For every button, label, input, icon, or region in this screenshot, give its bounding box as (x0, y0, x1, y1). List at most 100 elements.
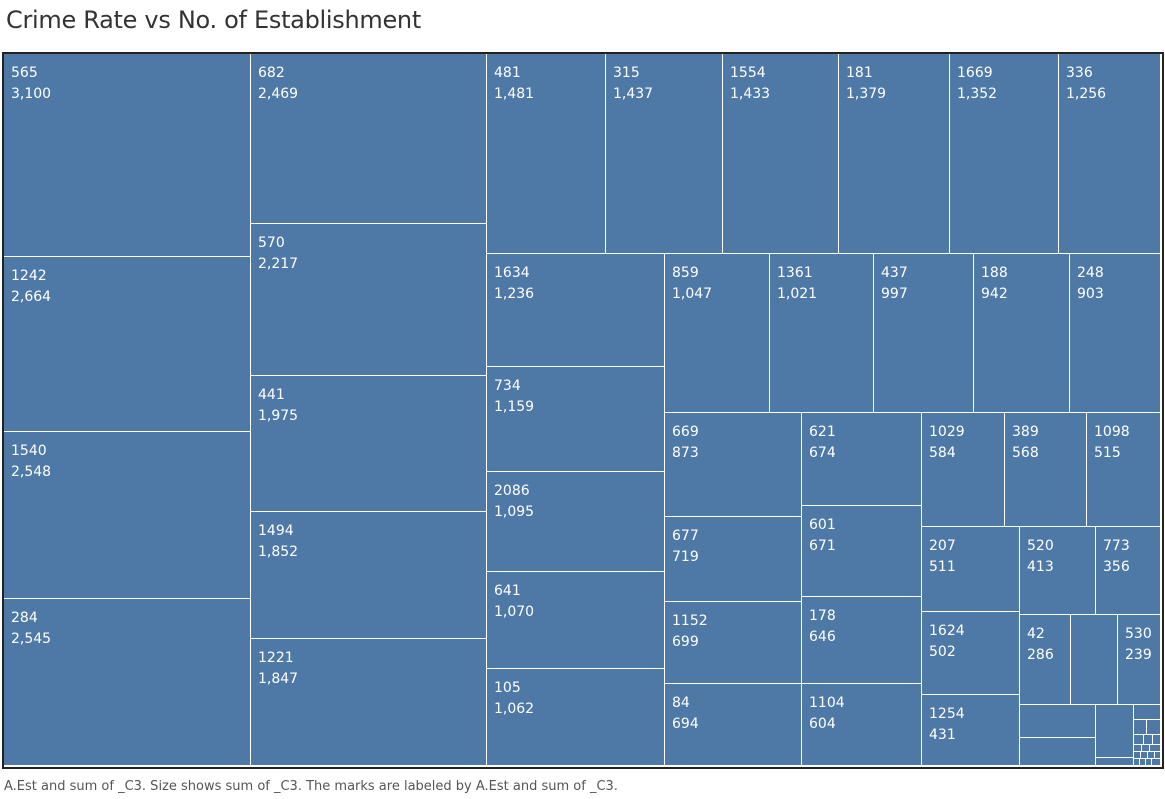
treemap-tile-1494[interactable]: 1494 1,852 (251, 512, 487, 639)
treemap-tile-1669[interactable]: 1669 1,352 (950, 54, 1059, 254)
tile-label: 1221 1,847 (258, 648, 298, 690)
treemap-tile-unlabeled[interactable] (1146, 759, 1152, 766)
tile-value-label: 1,095 (494, 504, 535, 520)
treemap-tile-unlabeled[interactable] (1096, 705, 1134, 758)
treemap-tile-unlabeled[interactable] (1155, 752, 1161, 759)
treemap-tile-1634[interactable]: 1634 1,236 (487, 254, 665, 367)
tile-label: 1669 1,352 (957, 63, 997, 105)
treemap-tile-188[interactable]: 188 942 (974, 254, 1070, 413)
treemap-tile-unlabeled[interactable] (1020, 705, 1096, 738)
treemap-tile-unlabeled[interactable] (1134, 745, 1142, 752)
treemap-tile-734[interactable]: 734 1,159 (487, 367, 665, 472)
treemap-tile-315[interactable]: 315 1,437 (606, 54, 723, 254)
treemap-tile-181[interactable]: 181 1,379 (839, 54, 950, 254)
tile-label: 105 1,062 (494, 678, 534, 720)
tile-est-label: 530 (1125, 626, 1152, 642)
treemap-tile-unlabeled[interactable] (1134, 735, 1144, 745)
treemap-tile-unlabeled[interactable] (1141, 752, 1148, 759)
tile-est-label: 1221 (258, 650, 294, 666)
treemap-tile-unlabeled[interactable] (1134, 752, 1141, 759)
treemap-tile-1221[interactable]: 1221 1,847 (251, 639, 487, 766)
tile-value-label: 719 (672, 549, 699, 565)
treemap-tile-1152[interactable]: 1152 699 (665, 602, 802, 684)
treemap-tile-773[interactable]: 773 356 (1096, 527, 1161, 615)
treemap-tile-682[interactable]: 682 2,469 (251, 54, 487, 224)
tile-est-label: 441 (258, 387, 285, 403)
tile-value-label: 2,664 (11, 289, 52, 305)
tile-est-label: 734 (494, 378, 521, 394)
treemap-tile-84[interactable]: 84 694 (665, 684, 802, 766)
treemap-tile-1242[interactable]: 1242 2,664 (4, 257, 251, 432)
treemap-tile-unlabeled[interactable] (1148, 752, 1155, 759)
tile-label: 1152 699 (672, 611, 708, 653)
tile-est-label: 601 (809, 517, 836, 533)
treemap-tile-207[interactable]: 207 511 (922, 527, 1020, 612)
treemap-tile-336[interactable]: 336 1,256 (1059, 54, 1161, 254)
treemap-tile-565[interactable]: 565 3,100 (4, 54, 251, 257)
treemap-tile-1361[interactable]: 1361 1,021 (770, 254, 874, 413)
tile-est-label: 481 (494, 65, 521, 81)
treemap-tile-248[interactable]: 248 903 (1070, 254, 1161, 413)
tile-value-label: 1,852 (258, 544, 299, 560)
treemap-tile-621[interactable]: 621 674 (802, 413, 922, 506)
treemap-tile-unlabeled[interactable] (1153, 735, 1161, 745)
treemap-tile-unlabeled[interactable] (1142, 745, 1150, 752)
tile-label: 1254 431 (929, 704, 965, 746)
tile-value-label: 356 (1103, 559, 1130, 575)
tile-value-label: 997 (881, 286, 908, 302)
treemap-tile-unlabeled[interactable] (1020, 738, 1096, 766)
treemap-tile-677[interactable]: 677 719 (665, 517, 802, 602)
treemap-tile-859[interactable]: 859 1,047 (665, 254, 770, 413)
treemap-tile-601[interactable]: 601 671 (802, 506, 922, 597)
treemap-tile-441[interactable]: 441 1,975 (251, 376, 487, 512)
tile-est-label: 2086 (494, 483, 530, 499)
treemap-tile-284[interactable]: 284 2,545 (4, 599, 251, 766)
tile-value-label: 1,975 (258, 408, 299, 424)
tile-label: 677 719 (672, 526, 699, 568)
treemap-tile-unlabeled[interactable] (1140, 759, 1146, 766)
tile-label: 42 286 (1027, 624, 1054, 666)
treemap-tile-530[interactable]: 530 239 (1118, 615, 1161, 705)
tile-value-label: 431 (929, 727, 956, 743)
treemap-tile-1104[interactable]: 1104 604 (802, 684, 922, 766)
treemap-tile-481[interactable]: 481 1,481 (487, 54, 606, 254)
tile-est-label: 1029 (929, 424, 965, 440)
treemap-tile-105[interactable]: 105 1,062 (487, 669, 665, 766)
tile-value-label: 942 (981, 286, 1008, 302)
treemap-tile-1254[interactable]: 1254 431 (922, 695, 1020, 766)
treemap-tile-1098[interactable]: 1098 515 (1087, 413, 1161, 527)
treemap-tile-178[interactable]: 178 646 (802, 597, 922, 684)
treemap-tile-2086[interactable]: 2086 1,095 (487, 472, 665, 572)
treemap-tile-641[interactable]: 641 1,070 (487, 572, 665, 669)
treemap-tile-unlabeled[interactable] (1150, 745, 1161, 752)
treemap-tile-unlabeled[interactable] (1096, 758, 1134, 766)
tile-label: 441 1,975 (258, 385, 298, 427)
treemap-tile-unlabeled[interactable] (1134, 720, 1147, 735)
treemap-tile-unlabeled[interactable] (1144, 735, 1153, 745)
tile-label: 315 1,437 (613, 63, 653, 105)
treemap-tile-unlabeled[interactable] (1071, 615, 1118, 705)
treemap-tile-1540[interactable]: 1540 2,548 (4, 432, 251, 599)
treemap-tile-669[interactable]: 669 873 (665, 413, 802, 517)
treemap-tile-unlabeled[interactable] (1147, 720, 1161, 735)
tile-value-label: 1,236 (494, 286, 535, 302)
tile-est-label: 682 (258, 65, 285, 81)
treemap-tile-42[interactable]: 42 286 (1020, 615, 1071, 705)
treemap-tile-unlabeled[interactable] (1152, 759, 1161, 766)
treemap-tile-437[interactable]: 437 997 (874, 254, 974, 413)
tile-label: 1098 515 (1094, 422, 1130, 464)
treemap-tile-570[interactable]: 570 2,217 (251, 224, 487, 376)
treemap-tile-1554[interactable]: 1554 1,433 (723, 54, 839, 254)
treemap-tile-389[interactable]: 389 568 (1005, 413, 1087, 527)
tile-label: 570 2,217 (258, 233, 298, 275)
tile-label: 481 1,481 (494, 63, 534, 105)
treemap-tile-unlabeled[interactable] (1134, 705, 1161, 720)
treemap-tile-520[interactable]: 520 413 (1020, 527, 1096, 615)
treemap-tile-1624[interactable]: 1624 502 (922, 612, 1020, 695)
tile-label: 181 1,379 (846, 63, 886, 105)
tile-est-label: 336 (1066, 65, 1093, 81)
tile-est-label: 570 (258, 235, 285, 251)
treemap-tile-unlabeled[interactable] (1134, 759, 1140, 766)
tile-label: 336 1,256 (1066, 63, 1106, 105)
treemap-tile-1029[interactable]: 1029 584 (922, 413, 1005, 527)
